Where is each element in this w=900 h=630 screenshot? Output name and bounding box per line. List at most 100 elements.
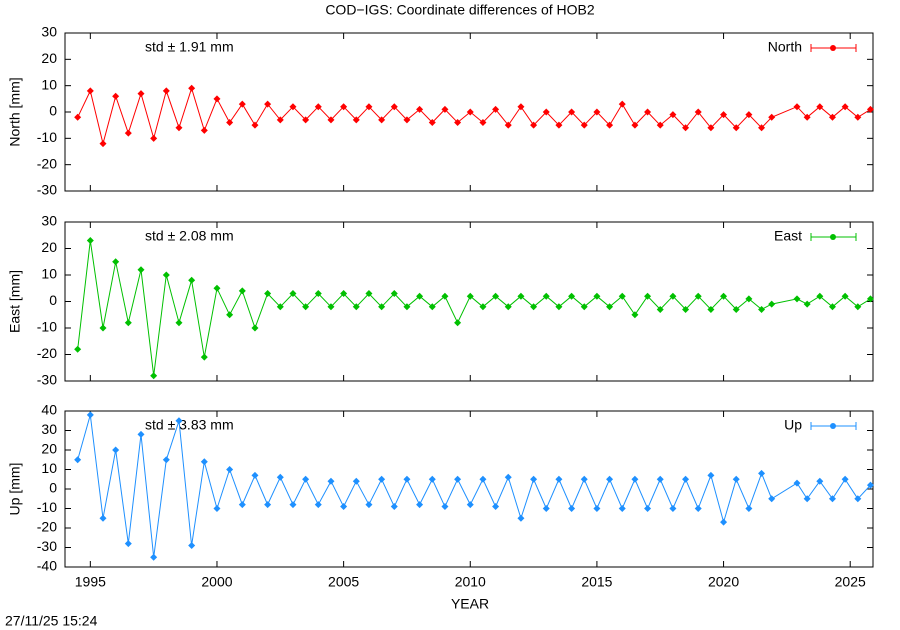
data-point [302,475,310,483]
data-point [365,290,373,298]
data-point [441,105,449,113]
data-point [403,303,411,311]
data-point [428,475,436,483]
data-point [226,311,234,319]
data-point [162,456,170,464]
data-point [707,471,715,479]
data-point [162,271,170,279]
data-point [74,345,82,353]
y-tick-label: 10 [41,460,57,476]
data-point [803,300,811,308]
data-point [124,319,132,327]
data-point [416,105,424,113]
y-axis-label: East [mm] [7,270,23,333]
data-point [568,108,576,116]
data-point [352,477,360,485]
data-point [99,324,107,332]
data-point [340,103,348,111]
data-point [517,292,525,300]
data-point [175,124,183,132]
data-point [390,103,398,111]
data-point [86,87,94,95]
data-point [593,292,601,300]
data-point [276,116,284,124]
data-point [454,119,462,127]
y-tick-label: -20 [37,155,57,171]
data-point [403,475,411,483]
data-point [378,303,386,311]
data-point [555,475,563,483]
data-point [669,111,677,119]
data-point [390,503,398,511]
data-point [854,495,862,503]
data-point [768,300,776,308]
x-tick-label: 2020 [708,574,739,590]
data-point [289,103,297,111]
data-point [314,290,322,298]
chart-title: COD−IGS: Coordinate differences of HOB2 [325,2,595,18]
data-point [803,113,811,121]
data-point [580,303,588,311]
data-point [758,124,766,132]
data-point [828,303,836,311]
legend-label: North [768,39,802,55]
data-point [124,129,132,137]
data-point [441,292,449,300]
data-point [74,113,82,121]
data-point [200,126,208,134]
data-point [314,501,322,509]
x-tick-label: 2015 [581,574,612,590]
y-tick-label: -40 [37,558,57,574]
data-point [644,292,652,300]
data-point [606,121,614,129]
data-point [226,466,234,473]
data-point [276,303,284,311]
data-point [803,495,811,503]
data-point [530,475,538,483]
data-point [530,303,538,311]
annotation: std ± 3.83 mm [145,417,234,433]
data-point [175,319,183,327]
data-point [352,303,360,311]
y-tick-label: 0 [49,103,57,119]
data-point [454,319,462,327]
y-axis-label: North [mm] [7,77,23,146]
data-point [542,108,550,116]
data-point [517,103,525,111]
data-point [768,113,776,121]
data-point [403,116,411,124]
data-point [758,469,766,477]
data-point [828,495,836,503]
data-point [866,295,874,303]
data-point [593,505,601,512]
data-point [720,518,728,526]
legend-swatch [830,234,836,240]
data-point [466,292,474,300]
data-point [264,501,272,509]
data-point [517,514,525,522]
data-point [200,353,208,361]
data-point [162,87,170,95]
y-tick-label: 30 [41,24,57,40]
data-point [504,473,512,481]
data-point [466,501,474,509]
data-point [378,116,386,124]
data-point [226,119,234,127]
data-point [644,108,652,116]
y-tick-label: -20 [37,519,57,535]
data-point [631,475,639,483]
data-point [441,503,449,511]
data-point [150,553,158,561]
data-point [841,475,849,483]
data-point [175,417,183,425]
data-point [682,124,690,132]
data-point [854,303,862,311]
y-tick-label: -10 [37,499,57,515]
data-point [758,305,766,313]
data-point [656,305,664,313]
data-point [542,505,550,512]
data-point [327,116,335,124]
data-point [618,505,626,512]
data-point [327,477,335,485]
